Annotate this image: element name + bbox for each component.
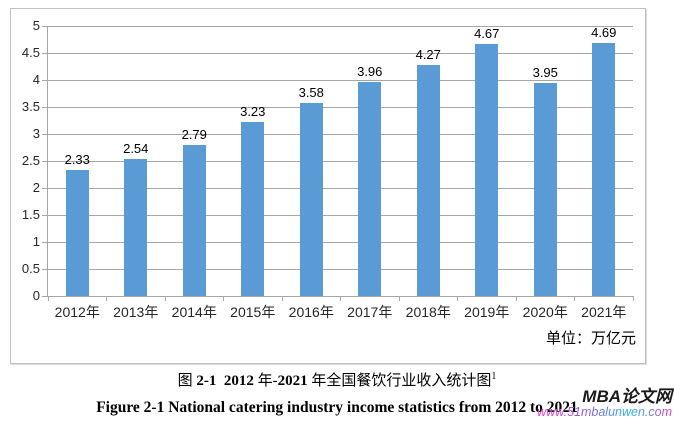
x-axis-label: 2018年: [405, 304, 451, 320]
plot-area: 5 4.5 4 3.5 3 2.5 2 1.5 1 0.5 0 2.33 2012年 2.54 2013年 2…: [22, 18, 634, 320]
bar-value-label: 3.23: [240, 103, 266, 119]
x-axis-label: 2016年: [288, 304, 334, 320]
x-axis-tick: [515, 296, 517, 301]
gridline: [48, 52, 633, 54]
x-axis-tick: [47, 296, 49, 301]
bar-2018: [416, 65, 440, 296]
y-axis-label: 3: [32, 126, 40, 141]
gridline: [48, 79, 633, 81]
x-axis-label: 2015年: [230, 304, 276, 320]
watermark: MBA论文网 www.51mbalunwen.com: [537, 387, 672, 419]
caption-part: 图: [177, 373, 197, 389]
gridline: [48, 241, 633, 243]
bar-2014: [182, 145, 206, 296]
unit-label: 单位：万亿元: [545, 331, 636, 347]
y-axis-label: 3.5: [21, 99, 40, 114]
x-axis-label: 2017年: [347, 304, 393, 320]
caption-part: 年-: [253, 373, 278, 389]
y-axis-tick: [42, 106, 48, 108]
gridline: [48, 187, 633, 189]
gridline: [48, 160, 633, 162]
caption-chinese: 图 2-1 2012 年-2021 年全国餐饮行业收入统计图1: [0, 369, 674, 390]
y-axis-label: 0.5: [21, 261, 40, 276]
x-axis-tick: [164, 296, 166, 301]
y-axis-tick: [42, 52, 48, 54]
x-axis-label: 2012年: [54, 304, 100, 320]
x-axis-tick: [106, 296, 107, 301]
x-axis-tick: [340, 296, 341, 301]
gridline: [48, 214, 633, 216]
gridline: [48, 25, 633, 27]
y-axis-label: 4: [32, 72, 40, 87]
bar-2015: [241, 121, 265, 296]
bar-2020: [533, 82, 557, 296]
bar-value-label: 4.69: [591, 24, 617, 40]
y-axis-tick: [42, 25, 48, 27]
caption-part: 2-1: [196, 373, 217, 389]
x-axis-label: 2013年: [113, 304, 159, 320]
y-axis-label: 5: [32, 18, 40, 33]
y-axis-label: 1.5: [21, 207, 40, 222]
x-axis-tick: [574, 296, 575, 301]
bar-2013: [124, 158, 148, 296]
y-axis-label: 1: [32, 234, 40, 249]
bar-value-label: 2.79: [181, 127, 207, 143]
watermark-url: www.51mbalunwen.com: [537, 404, 672, 419]
y-axis-tick: [42, 241, 48, 243]
y-axis-tick: [42, 133, 48, 135]
x-axis-label: 2014年: [171, 304, 217, 320]
gridline: [48, 133, 633, 135]
caption-part: [216, 373, 224, 389]
y-axis-tick: [42, 295, 48, 297]
watermark-brand: MBA论文网: [582, 387, 672, 406]
bar-value-label: 3.96: [357, 64, 383, 80]
bar-value-label: 4.27: [415, 47, 441, 63]
caption-part: 2021: [277, 373, 308, 389]
y-axis-tick: [42, 214, 48, 216]
caption-english: Figure 2-1 National catering industry in…: [96, 399, 578, 416]
y-axis-tick: [42, 160, 48, 162]
gridline: [48, 268, 633, 270]
bar-value-label: 4.67: [474, 25, 500, 41]
bar-2016: [299, 102, 323, 296]
x-axis-tick: [223, 296, 224, 301]
x-axis-tick: [398, 296, 400, 301]
chart-figure: 5 4.5 4 3.5 3 2.5 2 1.5 1 0.5 0 2.33 2012年 2.54 2013年 2…: [10, 8, 646, 364]
bar-2012: [65, 170, 89, 296]
x-axis-label: 2019年: [464, 304, 510, 320]
bar-value-label: 2.54: [123, 140, 149, 156]
bar-value-label: 3.95: [532, 64, 558, 80]
caption-part: 1: [491, 371, 497, 382]
y-axis-label: 2: [32, 180, 40, 195]
bar-value-label: 3.58: [298, 84, 324, 100]
y-axis-label: 2.5: [21, 153, 40, 168]
caption-part: 2012: [223, 373, 254, 389]
x-axis-tick: [632, 296, 634, 301]
y-axis-tick: [42, 268, 48, 270]
gridline: [48, 106, 633, 108]
x-axis-tick: [457, 296, 458, 301]
y-axis-label: 4.5: [21, 45, 40, 60]
x-axis-label: 2020年: [522, 304, 568, 320]
x-axis-tick: [281, 296, 283, 301]
x-axis-label: 2021年: [581, 304, 627, 320]
caption-part: 年全国餐饮行业收入统计图: [307, 373, 492, 389]
bar-2019: [475, 43, 499, 296]
bar-2021: [592, 42, 616, 296]
bar-2017: [358, 82, 382, 296]
y-axis-label: 0: [32, 288, 40, 303]
bar-value-label: 2.33: [64, 152, 90, 168]
y-axis-tick: [42, 79, 48, 81]
y-axis-tick: [42, 187, 48, 189]
